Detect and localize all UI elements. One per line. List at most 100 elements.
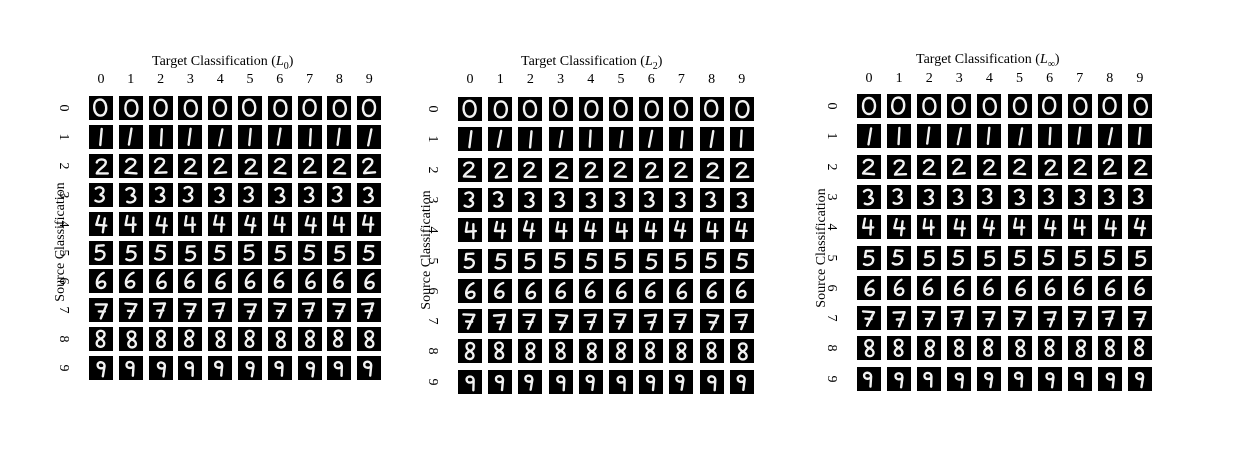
digit-image-cell	[699, 248, 724, 273]
digit-image-cell	[639, 309, 664, 334]
column-label: 6	[647, 72, 655, 87]
digit-image-cell	[639, 369, 664, 394]
digit-image-cell	[297, 327, 322, 352]
digit-image-cell	[89, 356, 113, 381]
handwritten-seven-icon	[950, 310, 965, 327]
handwritten-eight-icon	[1044, 338, 1055, 358]
handwritten-eight-icon	[615, 342, 627, 361]
digit-image-cell	[1067, 306, 1092, 331]
digit-image-cell	[488, 157, 513, 182]
handwritten-zero-icon	[332, 99, 348, 118]
handwritten-five-icon	[614, 251, 626, 269]
handwritten-seven-icon	[1042, 311, 1057, 328]
handwritten-three-icon	[124, 186, 137, 204]
digit-image-cell	[518, 97, 543, 121]
digit-image-cell	[548, 157, 573, 182]
digit-image-cell	[1037, 215, 1062, 240]
handwritten-zero-icon	[674, 99, 689, 119]
handwritten-four-icon	[644, 220, 658, 240]
digit-image-cell	[578, 218, 603, 243]
handwritten-five-icon	[584, 252, 597, 269]
digit-image-cell	[327, 240, 352, 265]
digit-image-cell	[857, 366, 881, 391]
digit-image-cell	[609, 309, 633, 334]
digit-image-cell	[977, 94, 1002, 118]
handwritten-two-icon	[674, 161, 689, 178]
digit-image-cell	[89, 124, 113, 149]
digit-image-cell	[1007, 94, 1032, 118]
column-label: 6	[276, 72, 284, 87]
digit-image-cell	[699, 97, 724, 121]
handwritten-one-icon	[529, 130, 534, 149]
handwritten-three-icon	[1042, 188, 1054, 205]
handwritten-nine-icon	[214, 360, 224, 377]
digit-image-cell	[297, 298, 322, 323]
handwritten-one-icon	[588, 129, 592, 149]
handwritten-six-icon	[584, 281, 596, 299]
digit-image-cell	[327, 269, 352, 294]
handwritten-eight-icon	[864, 339, 875, 358]
digit-image-cell	[1037, 366, 1062, 391]
digit-image-cell	[977, 245, 1002, 270]
handwritten-four-icon	[464, 221, 478, 240]
digit-image-cell	[729, 309, 754, 334]
handwritten-four-icon	[155, 214, 168, 234]
digit-image-cell	[148, 240, 173, 265]
digit-image-cell	[1127, 154, 1152, 179]
digit-image-cell	[947, 275, 972, 300]
digit-image-cell	[458, 157, 482, 182]
handwritten-seven-icon	[982, 311, 996, 328]
digit-image-cell	[1127, 215, 1152, 240]
handwritten-two-icon	[922, 158, 937, 175]
handwritten-eight-icon	[333, 329, 344, 348]
handwritten-zero-icon	[301, 98, 317, 117]
digit-image-cell	[578, 309, 603, 334]
digit-image-cell	[297, 124, 322, 149]
digit-image-cell	[729, 187, 754, 212]
handwritten-three-icon	[736, 191, 748, 209]
digit-image-cell	[669, 309, 694, 334]
digit-image-cell	[238, 182, 262, 207]
handwritten-eight-icon	[554, 342, 566, 361]
digit-image-cell	[977, 336, 1002, 361]
digit-image-cell	[118, 211, 143, 236]
handwritten-seven-icon	[124, 302, 138, 320]
digit-image-cell	[1007, 184, 1032, 209]
digit-image-cell	[639, 218, 664, 243]
handwritten-zero-icon	[1012, 96, 1027, 116]
handwritten-eight-icon	[275, 330, 286, 349]
handwritten-two-icon	[613, 160, 628, 178]
handwritten-five-icon	[735, 252, 748, 269]
handwritten-nine-icon	[1134, 371, 1145, 389]
digit-image-cell	[548, 369, 573, 394]
handwritten-one-icon	[680, 130, 685, 149]
handwritten-seven-icon	[301, 302, 315, 320]
digit-image-cell	[1127, 94, 1152, 118]
digit-image-cell	[148, 124, 173, 149]
handwritten-three-icon	[524, 191, 536, 209]
digit-image-cell	[578, 278, 603, 303]
handwritten-eight-icon	[215, 330, 226, 349]
digit-image-cell	[887, 306, 912, 331]
handwritten-four-icon	[124, 214, 137, 233]
handwritten-six-icon	[244, 272, 256, 290]
handwritten-seven-icon	[462, 313, 476, 330]
digit-image-cell	[857, 215, 881, 240]
handwritten-four-icon	[893, 218, 906, 237]
handwritten-one-icon	[956, 127, 963, 146]
handwritten-six-icon	[864, 279, 876, 297]
handwritten-seven-icon	[922, 310, 936, 328]
handwritten-seven-icon	[1072, 310, 1087, 328]
handwritten-nine-icon	[645, 374, 656, 391]
handwritten-four-icon	[493, 220, 507, 240]
digit-image-cell	[208, 327, 233, 352]
digit-image-cell	[518, 278, 543, 303]
digit-image-cell	[267, 182, 292, 207]
column-label: 1	[496, 72, 504, 87]
digit-image-cell	[178, 124, 203, 149]
digit-image-cell	[297, 153, 322, 178]
handwritten-eight-icon	[304, 329, 315, 349]
handwritten-seven-icon	[734, 313, 748, 331]
digit-image-cell	[267, 153, 292, 178]
handwritten-one-icon	[308, 127, 312, 147]
